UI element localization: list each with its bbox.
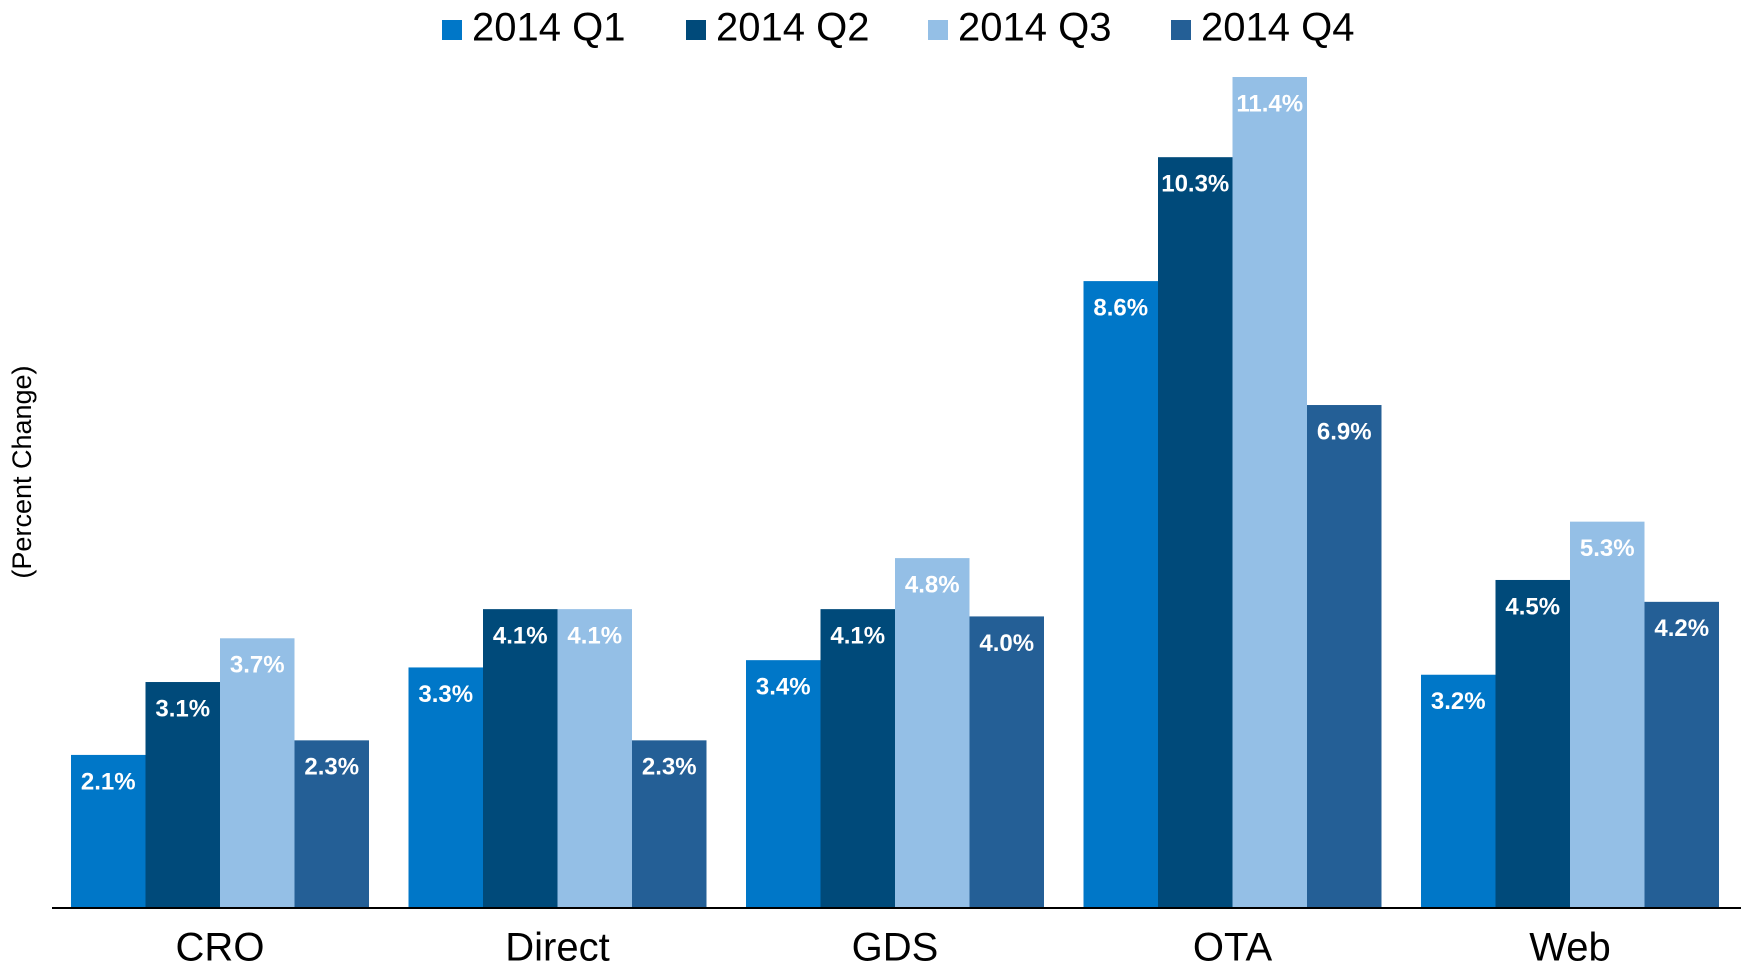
bar <box>1083 281 1158 909</box>
data-label: 4.1% <box>493 622 548 649</box>
x-tick-label: OTA <box>1193 926 1273 967</box>
data-label: 2.3% <box>642 754 697 781</box>
bar <box>1158 157 1233 908</box>
bar <box>1232 77 1307 908</box>
legend-swatch <box>686 20 706 40</box>
data-label: 10.3% <box>1161 171 1229 198</box>
x-tick-label: Direct <box>505 926 609 967</box>
bar <box>632 740 707 908</box>
bar <box>408 667 483 908</box>
data-label: 2.1% <box>81 768 136 795</box>
legend-swatch <box>442 20 462 40</box>
y-axis-title: (Percent Change) <box>7 365 37 578</box>
bar <box>1307 405 1382 908</box>
data-label: 3.4% <box>756 674 811 701</box>
data-label: 4.2% <box>1654 615 1709 642</box>
bar <box>220 638 295 908</box>
x-tick-label: Web <box>1529 926 1611 967</box>
bar <box>1644 601 1719 908</box>
data-label: 4.5% <box>1505 593 1560 620</box>
bar <box>1421 674 1496 908</box>
data-label: 2.3% <box>304 754 359 781</box>
x-tick-label: GDS <box>852 926 939 967</box>
data-label: 8.6% <box>1093 294 1148 321</box>
data-label: 3.7% <box>230 652 285 679</box>
bar <box>969 616 1044 908</box>
x-tick-label: CRO <box>176 926 265 967</box>
bar <box>895 558 970 908</box>
data-label: 3.3% <box>418 681 473 708</box>
legend-swatch <box>1171 20 1191 40</box>
bar <box>71 754 146 908</box>
bar <box>483 609 558 908</box>
data-label: 6.9% <box>1317 418 1372 445</box>
bar <box>294 740 369 908</box>
bar <box>1570 521 1645 908</box>
legend-label: 2014 Q2 <box>716 6 869 50</box>
bar <box>557 609 632 908</box>
data-label: 4.0% <box>979 630 1034 657</box>
data-label: 4.1% <box>567 622 622 649</box>
bar <box>145 682 220 908</box>
legend-label: 2014 Q3 <box>958 6 1111 50</box>
data-label: 4.8% <box>905 571 960 598</box>
legend-swatch <box>928 20 948 40</box>
data-label: 4.1% <box>830 622 885 649</box>
data-label: 11.4% <box>1236 90 1303 117</box>
legend-label: 2014 Q4 <box>1201 6 1354 50</box>
bar <box>1495 579 1570 908</box>
bar <box>820 609 895 908</box>
data-label: 5.3% <box>1580 535 1635 562</box>
data-label: 3.2% <box>1431 688 1486 715</box>
data-label: 3.1% <box>155 695 210 722</box>
legend-label: 2014 Q1 <box>472 6 625 50</box>
bar <box>746 660 821 908</box>
